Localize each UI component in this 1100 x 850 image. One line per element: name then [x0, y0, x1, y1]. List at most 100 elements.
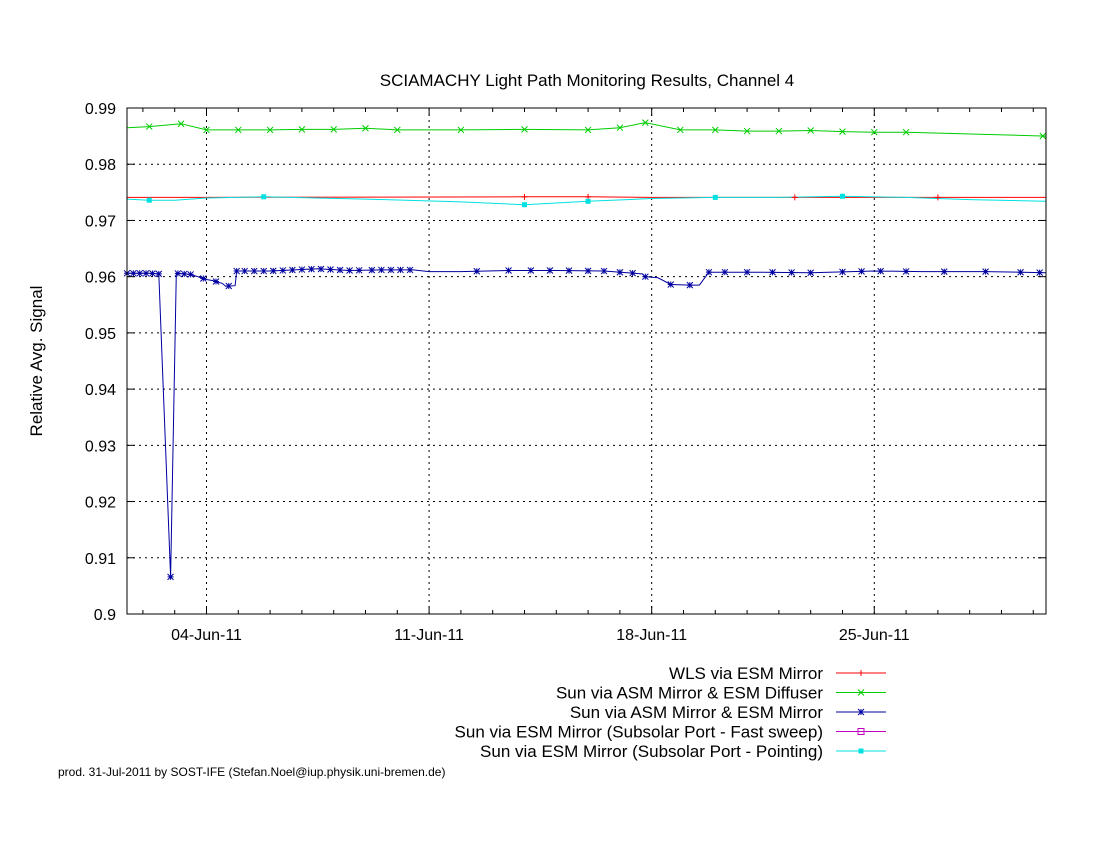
data-point — [711, 126, 719, 134]
legend-label: Sun via ASM Mirror & ESM Diffuser — [556, 684, 823, 703]
data-point — [667, 281, 675, 288]
data-point — [705, 268, 713, 276]
data-point — [788, 269, 795, 276]
data-point — [521, 193, 528, 200]
y-tick-label: 0.98 — [85, 157, 116, 174]
x-tick-label: 18-Jun-11 — [616, 627, 687, 644]
series-lines — [126, 122, 1047, 577]
data-point — [982, 268, 989, 275]
data-point — [167, 573, 174, 581]
data-point — [676, 126, 684, 134]
series-markers — [123, 119, 1047, 581]
data-point — [584, 267, 592, 275]
y-tick-label: 0.94 — [85, 382, 116, 399]
y-tick-label: 0.95 — [85, 326, 116, 343]
data-point — [457, 126, 465, 134]
data-point — [298, 266, 306, 273]
data-point — [298, 126, 306, 133]
data-point — [629, 269, 636, 277]
series-line — [126, 122, 1047, 137]
data-point — [203, 126, 210, 134]
data-point — [686, 281, 694, 289]
data-point — [877, 267, 884, 275]
axis-ticks — [127, 107, 1046, 615]
data-point — [308, 265, 315, 273]
data-point — [330, 126, 338, 133]
data-point — [902, 268, 910, 275]
data-point — [743, 127, 751, 135]
data-point — [858, 748, 864, 754]
y-tick-label: 0.96 — [85, 270, 116, 287]
y-tick-label: 0.99 — [85, 101, 116, 118]
data-point — [187, 271, 194, 278]
legend-label: WLS via ESM Mirror — [669, 664, 823, 683]
data-point — [721, 268, 729, 276]
y-tick-label: 0.91 — [85, 551, 116, 568]
footer-credit: prod. 31-Jul-2011 by SOST-IFE (Stefan.No… — [58, 765, 445, 779]
data-point — [839, 193, 845, 199]
data-point — [616, 124, 624, 132]
data-point — [870, 128, 878, 136]
data-point — [857, 728, 865, 735]
data-point — [473, 267, 481, 275]
y-tick-label: 0.97 — [85, 213, 116, 230]
data-point — [585, 198, 591, 204]
data-point — [250, 267, 258, 275]
data-point — [858, 268, 865, 275]
data-point — [584, 126, 592, 134]
data-point — [199, 275, 207, 282]
data-point — [336, 266, 344, 274]
data-point — [241, 267, 249, 275]
data-point — [225, 282, 233, 290]
data-point — [279, 267, 287, 274]
data-point — [565, 267, 573, 274]
data-point — [368, 266, 376, 274]
data-point — [155, 270, 163, 278]
x-tick-label: 11-Jun-11 — [394, 627, 464, 644]
data-point — [355, 266, 363, 274]
data-point — [902, 128, 910, 136]
data-point — [289, 266, 296, 274]
y-tick-label: 0.92 — [85, 495, 116, 512]
data-point — [387, 266, 395, 274]
data-point — [521, 202, 527, 208]
data-point — [130, 269, 137, 277]
data-point — [807, 127, 815, 134]
data-point — [145, 123, 153, 130]
data-point — [180, 270, 188, 278]
data-point — [149, 270, 156, 277]
data-point — [934, 194, 941, 201]
data-point — [406, 266, 414, 274]
data-point — [233, 267, 241, 275]
data-point — [641, 273, 649, 281]
data-point — [940, 268, 948, 275]
series-line — [126, 195, 1047, 206]
data-point — [146, 197, 152, 203]
y-tick-label: 0.9 — [94, 607, 116, 624]
data-point — [174, 270, 182, 277]
data-point — [1017, 268, 1024, 276]
data-point — [857, 689, 865, 696]
data-point — [858, 670, 864, 676]
chart-title: SCIAMACHY Light Path Monitoring Results,… — [380, 71, 795, 90]
data-point — [769, 268, 776, 276]
legend-label: Sun via ESM Mirror (Subsolar Port - Fast… — [455, 723, 823, 742]
x-tick-label: 04-Jun-11 — [171, 627, 242, 644]
data-point — [712, 194, 718, 200]
data-point — [839, 268, 846, 276]
legend-label: Sun via ASM Mirror & ESM Mirror — [570, 703, 823, 722]
data-point — [600, 267, 608, 275]
data-point — [743, 268, 751, 276]
data-point — [261, 194, 267, 200]
data-point — [393, 126, 401, 134]
data-point — [260, 267, 268, 275]
legend-label: Sun via ESM Mirror (Subsolar Port - Poin… — [480, 742, 823, 761]
plot-frame — [126, 107, 1047, 615]
data-point — [1036, 269, 1043, 276]
data-point — [269, 267, 277, 275]
data-point — [857, 708, 865, 716]
data-point — [641, 119, 649, 126]
data-point — [266, 126, 274, 134]
